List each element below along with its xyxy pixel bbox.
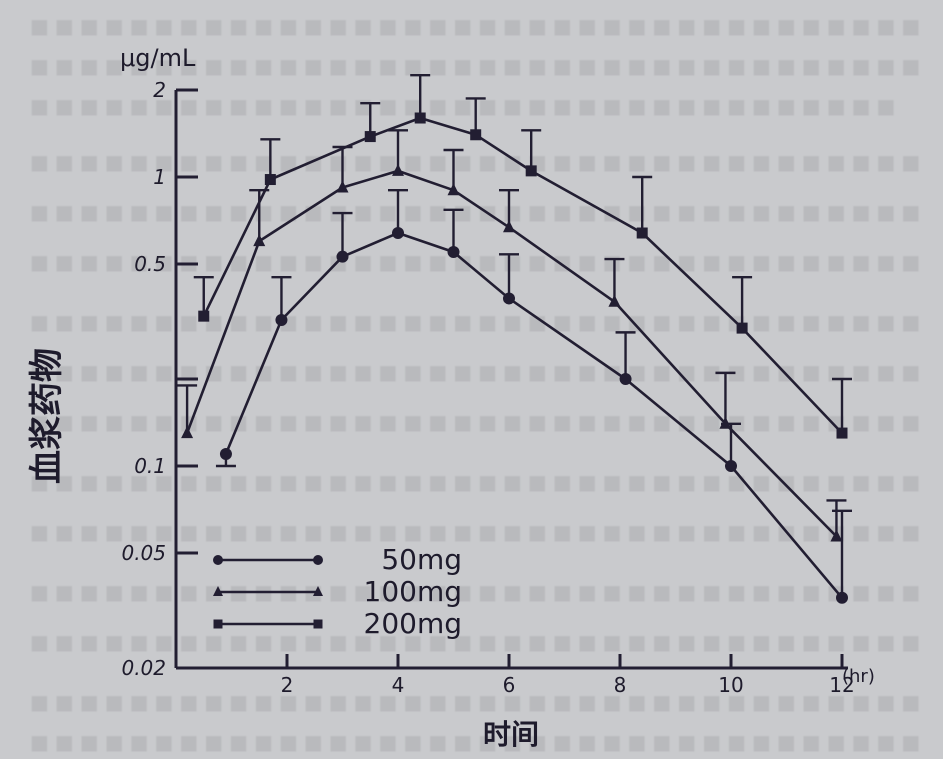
data-point-circle — [275, 314, 288, 327]
y-axis-unit: μg/mL — [120, 44, 196, 72]
x-axis-ticks: 2 4 6 8 10 12 — [281, 654, 855, 697]
x-tick-label: 8 — [614, 673, 627, 697]
data-point-square — [736, 322, 748, 334]
data-point-square — [213, 619, 223, 629]
y-tick-label: 0.05 — [121, 541, 166, 565]
y-axis-title: 血浆药物 — [27, 348, 67, 484]
data-point-triangle — [313, 586, 323, 596]
series-line — [202, 116, 843, 434]
data-point-circle — [619, 373, 632, 385]
data-point-triangle — [719, 416, 732, 429]
y-tick-label: 0.5 — [134, 252, 166, 276]
data-point-square — [364, 131, 376, 143]
y-axis-ticks: 2 1 0.5 0.1 0.05 0.02 — [121, 78, 198, 680]
data-point-square — [264, 174, 276, 186]
data-point-triangle — [181, 426, 194, 439]
x-axis-unit: (hr) — [842, 666, 875, 687]
legend-label: 50mg — [381, 543, 462, 576]
data-point-triangle — [503, 220, 515, 233]
data-point-square — [836, 427, 848, 439]
data-point-square — [414, 112, 426, 124]
data-point-circle — [219, 448, 232, 461]
data-point-triangle — [830, 529, 843, 542]
data-point-circle — [447, 246, 460, 259]
data-point-circle — [313, 555, 323, 565]
x-tick-label: 12 — [829, 673, 854, 697]
x-tick-label: 4 — [392, 673, 405, 697]
legend-label: 200mg — [364, 607, 463, 640]
data-point-circle — [836, 591, 848, 604]
data-point-triangle — [253, 234, 266, 247]
series-line — [185, 169, 838, 538]
legend-item: 200mg — [213, 607, 463, 640]
y-tick-label: 0.02 — [121, 656, 166, 680]
data-point-circle — [213, 555, 223, 565]
data-point-square — [198, 310, 210, 322]
data-point-square — [470, 129, 482, 141]
x-tick-label: 2 — [281, 673, 294, 697]
data-point-square — [525, 165, 537, 177]
series-layer — [177, 74, 852, 604]
data-point-triangle — [213, 586, 223, 596]
legend-label: 100mg — [364, 575, 463, 608]
series-200mg — [193, 74, 852, 439]
data-point-triangle — [447, 183, 460, 196]
series-100mg — [177, 129, 847, 542]
data-point-square — [313, 619, 323, 629]
legend-item: 50mg — [213, 543, 462, 576]
y-tick-label: 2 — [153, 78, 166, 102]
y-tick-label: 0.1 — [134, 454, 166, 478]
data-point-triangle — [392, 163, 404, 176]
data-point-circle — [392, 227, 404, 240]
x-tick-label: 6 — [503, 673, 516, 697]
data-point-square — [636, 227, 648, 239]
series-50mg — [215, 189, 852, 604]
data-point-triangle — [336, 180, 349, 193]
data-point-circle — [336, 250, 349, 263]
y-tick-label: 1 — [153, 165, 166, 189]
series-line — [224, 231, 843, 599]
data-point-triangle — [608, 294, 621, 307]
data-point-circle — [725, 459, 737, 472]
x-axis-title: 时间 — [483, 718, 539, 751]
x-tick-label: 10 — [718, 673, 743, 697]
legend-item: 100mg — [213, 575, 462, 608]
data-point-circle — [503, 292, 515, 305]
